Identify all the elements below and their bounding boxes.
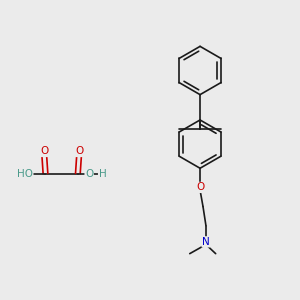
Text: H: H	[99, 169, 106, 178]
Text: N: N	[202, 237, 210, 247]
Text: HO: HO	[17, 169, 33, 178]
Text: O: O	[40, 146, 48, 157]
Text: O: O	[75, 146, 83, 157]
Text: O: O	[196, 182, 204, 192]
Text: O: O	[85, 169, 93, 178]
